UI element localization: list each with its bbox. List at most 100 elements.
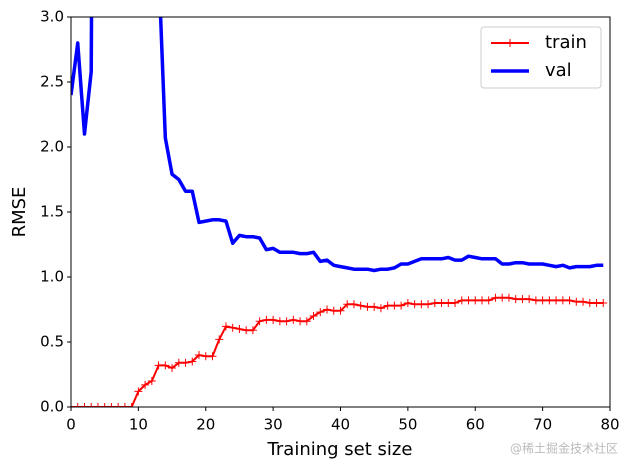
marker	[100, 403, 109, 407]
marker	[565, 296, 574, 305]
watermark: @稀土掘金技术社区	[510, 441, 618, 456]
marker	[511, 295, 520, 304]
marker	[491, 293, 500, 302]
marker	[457, 296, 466, 305]
marker	[93, 403, 102, 407]
marker	[390, 301, 399, 310]
marker	[296, 317, 305, 326]
axes-frame	[70, 16, 611, 408]
marker	[504, 293, 513, 302]
marker	[248, 326, 257, 335]
marker	[484, 296, 493, 305]
marker	[383, 301, 392, 310]
marker	[558, 296, 567, 305]
y-tick-label: 0.5	[40, 333, 64, 351]
marker	[343, 300, 352, 309]
legend-label: val	[545, 60, 572, 81]
x-tick-label: 20	[196, 416, 215, 434]
x-axis-label: Training set size	[267, 439, 413, 460]
y-tick-label: 2.0	[40, 138, 64, 156]
marker	[599, 299, 608, 307]
marker	[80, 403, 89, 407]
marker	[73, 403, 82, 407]
marker	[141, 380, 150, 389]
marker	[397, 301, 406, 310]
y-axis-label: RMSE	[9, 187, 30, 238]
marker	[477, 296, 486, 305]
marker	[174, 358, 183, 367]
marker	[451, 299, 460, 307]
marker	[329, 306, 338, 315]
marker	[363, 302, 372, 311]
y-tick-label: 1.0	[40, 268, 64, 286]
series-line	[71, 296, 604, 407]
marker	[525, 295, 534, 304]
marker	[134, 387, 143, 396]
x-tick-label: 70	[533, 416, 552, 434]
x-tick-label: 10	[129, 416, 148, 434]
marker	[161, 361, 170, 370]
marker	[262, 315, 271, 324]
series-line	[71, 17, 604, 273]
marker	[430, 299, 439, 307]
marker	[437, 299, 446, 307]
marker	[592, 299, 601, 307]
marker	[120, 403, 129, 407]
marker	[538, 296, 547, 305]
marker	[282, 317, 291, 326]
marker	[188, 357, 197, 366]
marker	[154, 361, 163, 370]
marker	[201, 352, 210, 361]
marker	[444, 299, 453, 307]
marker	[424, 300, 433, 309]
marker	[215, 335, 224, 344]
marker	[235, 325, 244, 333]
marker	[127, 403, 136, 407]
legend-marker	[506, 39, 514, 47]
marker	[585, 299, 594, 307]
marker	[114, 403, 123, 407]
marker	[242, 326, 251, 335]
marker	[498, 293, 507, 302]
marker	[208, 352, 217, 361]
y-tick-label: 0.0	[40, 398, 64, 416]
marker	[464, 296, 473, 305]
marker	[275, 317, 284, 326]
x-tick-label: 30	[264, 416, 283, 434]
marker	[376, 304, 385, 313]
marker	[181, 358, 190, 367]
y-tick-label: 3.0	[40, 8, 64, 26]
marker	[572, 297, 581, 306]
marker	[316, 308, 325, 317]
marker	[370, 302, 379, 311]
marker	[221, 322, 230, 331]
marker	[552, 296, 561, 305]
marker	[349, 300, 358, 309]
marker	[417, 300, 426, 309]
marker	[168, 364, 177, 372]
x-tick-label: 40	[331, 416, 350, 434]
y-tick-label: 2.5	[40, 73, 64, 91]
marker	[410, 300, 419, 309]
marker	[336, 306, 345, 315]
marker	[195, 351, 204, 359]
x-tick-label: 50	[398, 416, 417, 434]
x-tick-label: 0	[66, 416, 76, 434]
x-tick-label: 60	[466, 416, 485, 434]
marker	[87, 403, 96, 407]
marker	[255, 317, 264, 326]
marker	[147, 377, 156, 385]
marker	[309, 312, 318, 320]
marker	[269, 315, 278, 324]
marker	[289, 315, 298, 324]
x-tick-label: 80	[600, 416, 619, 434]
marker	[471, 296, 480, 305]
marker	[323, 305, 332, 314]
marker	[107, 403, 116, 407]
marker	[356, 301, 365, 310]
legend-label: train	[545, 32, 587, 53]
marker	[545, 296, 554, 305]
marker	[403, 299, 412, 307]
marker	[531, 296, 540, 305]
